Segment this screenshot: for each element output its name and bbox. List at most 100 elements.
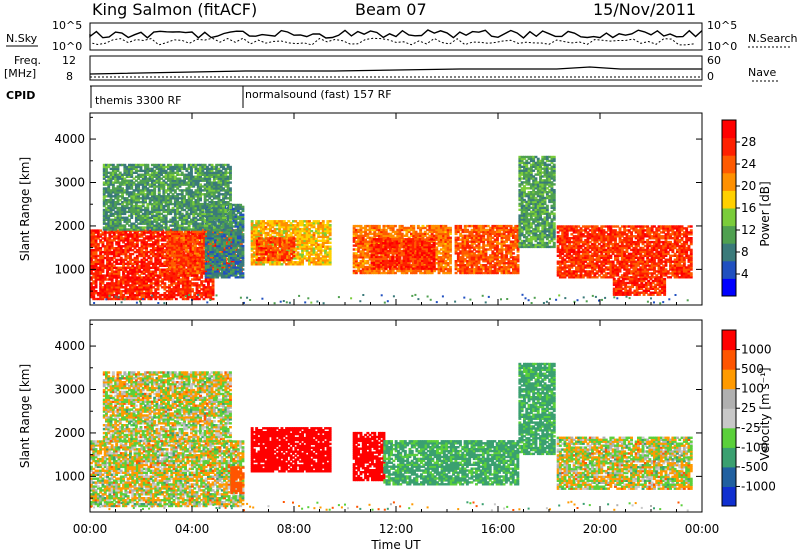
heatmap-cell-0-0 xyxy=(138,297,142,301)
heatmap-cell-0-0 xyxy=(197,250,201,254)
heatmap-cell-0-0 xyxy=(124,266,128,269)
heatmap-cell-0-0 xyxy=(126,295,130,299)
heatmap-cell-0-1 xyxy=(200,265,204,269)
heatmap-cell-0-2 xyxy=(227,268,231,271)
heatmap-cell-0-0 xyxy=(209,288,213,291)
nsky-tick-top: 10^5 xyxy=(52,19,82,32)
heatmap-cell-0-3 xyxy=(102,228,106,231)
heatmap-cell-0-0 xyxy=(135,295,139,299)
heatmap-cell-0-2 xyxy=(220,264,224,267)
heatmap-cell-0-0 xyxy=(117,290,121,293)
heatmap-cell-0-1 xyxy=(189,264,193,267)
heatmap-cell-0-2 xyxy=(232,229,236,232)
heatmap-cell-0-1 xyxy=(182,265,186,269)
heatmap-cell-0-0 xyxy=(200,288,204,291)
heatmap-cell-0-0 xyxy=(195,297,199,301)
heatmap-cell-0-0 xyxy=(170,293,174,297)
heatmap-cell-0-0 xyxy=(126,256,130,260)
heatmap-cell-0-0 xyxy=(122,258,125,262)
heatmap-cell-0-0 xyxy=(172,282,176,285)
heatmap-cell-0-0 xyxy=(158,297,162,301)
heatmap-cell-0-0 xyxy=(92,290,96,293)
heatmap-cell-0-0 xyxy=(163,245,167,248)
heatmap-cell-0-0 xyxy=(135,292,139,295)
heatmap-cell-0-0 xyxy=(191,260,194,264)
heatmap-cell-0-0 xyxy=(131,272,135,275)
heatmap-cell-0-0 xyxy=(122,276,125,279)
heatmap-cell-0-0 xyxy=(152,266,155,269)
heatmap-cell-0-2 xyxy=(225,250,229,254)
heatmap-cell-0-0 xyxy=(142,252,146,256)
heatmap-cell-0-3 xyxy=(102,189,106,192)
heatmap-cell-0-0 xyxy=(149,258,153,262)
heatmap-cell-0-0 xyxy=(172,252,176,256)
heatmap-cell-0-0 xyxy=(103,247,107,250)
heatmap-cell-0-2 xyxy=(236,254,240,257)
heatmap-cell-0-1 xyxy=(198,258,202,261)
heatmap-cell-0-0 xyxy=(165,295,169,299)
heatmap-cell-0-2 xyxy=(241,209,245,213)
heatmap-cell-0-2 xyxy=(241,221,245,224)
heatmap-cell-0-0 xyxy=(133,274,137,277)
heatmap-cell-0-2 xyxy=(204,262,208,265)
heatmap-cell-0-2 xyxy=(216,256,220,259)
heatmap-cell-0-1 xyxy=(175,248,179,251)
heatmap-cell-0-0 xyxy=(191,250,194,254)
heatmap-cell-0-0 xyxy=(147,260,151,264)
heatmap-cell-0-2 xyxy=(225,239,229,242)
heatmap-cell-0-0 xyxy=(119,235,123,238)
heatmap-cell-0-0 xyxy=(168,290,171,293)
heatmap-cell-0-0 xyxy=(163,278,167,281)
heatmap-cell-0-0 xyxy=(140,292,144,295)
heatmap-cell-0-0 xyxy=(129,241,132,244)
heatmap-cell-0-1 xyxy=(171,252,174,255)
heatmap-cell-0-2 xyxy=(216,246,220,250)
heatmap-cell-0-0 xyxy=(140,241,144,244)
heatmap-cell-0-2 xyxy=(216,250,220,254)
cpid-segment-themis: themis 3300 RF xyxy=(95,94,182,107)
heatmap-cell-0-1 xyxy=(182,271,186,275)
heatmap-cell-0-2 xyxy=(218,268,222,271)
heatmap-cell-0-1 xyxy=(200,236,204,239)
heatmap-cell-0-2 xyxy=(236,272,240,275)
heatmap-cell-0-0 xyxy=(158,249,162,252)
heatmap-cell-0-1 xyxy=(187,232,191,236)
heatmap-cell-0-2 xyxy=(211,274,215,277)
nsearch-label: N.Search xyxy=(748,32,798,45)
heatmap-cell-0-0 xyxy=(209,264,213,267)
heatmap-cell-0-0 xyxy=(161,256,164,260)
heatmap-cell-0-0 xyxy=(142,237,146,240)
heatmap-cell-0-0 xyxy=(92,250,96,254)
heatmap-cell-0-0 xyxy=(110,262,114,265)
heatmap-cell-0-1 xyxy=(203,236,207,239)
heatmap-cell-0-0 xyxy=(129,256,132,260)
heatmap-cell-0-0 xyxy=(186,297,190,301)
heatmap-cell-0-0 xyxy=(138,290,142,293)
heatmap-cell-0-0 xyxy=(96,266,100,269)
heatmap-cell-0-0 xyxy=(163,262,167,265)
heatmap-cell-0-0 xyxy=(200,274,204,277)
heatmap-cell-0-0 xyxy=(129,249,132,252)
heatmap-cell-0-0 xyxy=(177,286,181,289)
heatmap-cell-0-0 xyxy=(122,231,125,234)
heatmap-cell-0-0 xyxy=(94,284,98,287)
heatmap-cell-0-2 xyxy=(241,252,245,256)
heatmap-cell-0-0 xyxy=(126,239,130,242)
heatmap-cell-0-1 xyxy=(223,236,227,239)
heatmap-cell-0-1 xyxy=(200,267,204,271)
heatmap-cell-0-1 xyxy=(184,248,188,251)
heatmap-cell-0-0 xyxy=(131,268,135,271)
heatmap-cell-0-2 xyxy=(241,240,245,244)
heatmap-cell-0-0 xyxy=(133,247,137,250)
nsky-line xyxy=(89,29,703,39)
heatmap-cell-0-0 xyxy=(103,231,107,234)
heatmap-cell-0-0 xyxy=(129,276,132,279)
heatmap-cell-0-0 xyxy=(106,266,109,269)
heatmap-cell-0-0 xyxy=(131,249,135,252)
heatmap-cell-0-0 xyxy=(174,274,178,277)
heatmap-cell-0-0 xyxy=(181,250,185,254)
heatmap-cell-0-2 xyxy=(218,272,222,275)
heatmap-cell-0-2 xyxy=(227,252,231,256)
heatmap-cell-0-0 xyxy=(191,282,194,285)
heatmap-cell-0-0 xyxy=(152,252,155,256)
